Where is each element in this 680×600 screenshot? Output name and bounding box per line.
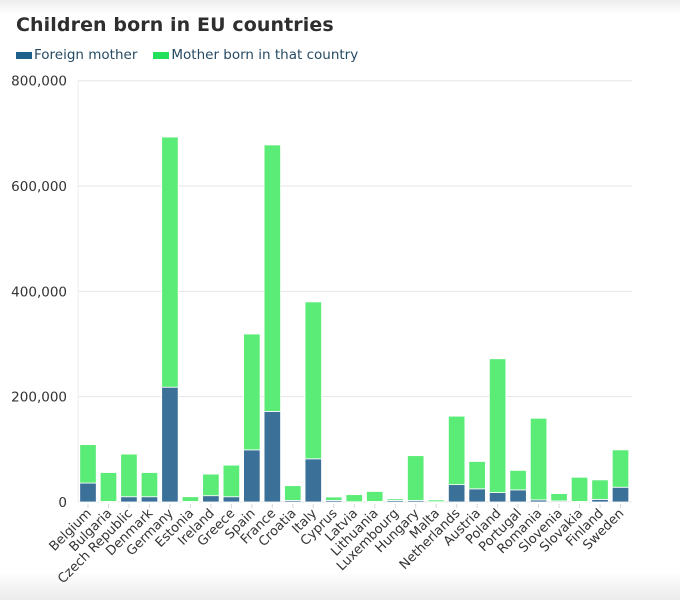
bar-foreign-mother[interactable] <box>202 495 220 503</box>
bar-mother-born-in-country[interactable] <box>448 415 466 486</box>
bar-mother-born-in-country[interactable] <box>284 485 302 501</box>
bar-mother-born-in-country[interactable] <box>509 470 527 491</box>
bar-foreign-mother[interactable] <box>243 449 261 503</box>
bar-mother-born-in-country[interactable] <box>591 479 609 500</box>
bar-mother-born-in-country[interactable] <box>304 301 322 460</box>
bar-mother-born-in-country[interactable] <box>386 498 404 501</box>
bar-mother-born-in-country[interactable] <box>120 453 138 498</box>
bar-mother-born-in-country[interactable] <box>611 449 630 488</box>
y-tick-label: 800,000 <box>11 74 67 90</box>
bottom-shade <box>0 572 680 600</box>
bar-mother-born-in-country[interactable] <box>366 491 384 502</box>
legend-label-foreign-mother: Foreign mother <box>34 47 138 63</box>
bars <box>79 136 630 503</box>
bar-mother-born-in-country[interactable] <box>488 358 507 493</box>
bar-mother-born-in-country[interactable] <box>407 455 425 501</box>
bar-foreign-mother[interactable] <box>222 496 241 503</box>
bar-mother-born-in-country[interactable] <box>222 464 241 498</box>
bar-mother-born-in-country[interactable] <box>79 444 97 484</box>
bar-foreign-mother[interactable] <box>304 458 322 503</box>
bar-mother-born-in-country[interactable] <box>345 494 363 503</box>
bar-mother-born-in-country[interactable] <box>263 144 281 412</box>
legend: Foreign mother Mother born in that count… <box>16 47 374 63</box>
bar-mother-born-in-country[interactable] <box>529 417 548 501</box>
bar-mother-born-in-country[interactable] <box>140 472 159 498</box>
chart-title: Children born in EU countries <box>16 14 334 36</box>
top-shade <box>0 0 680 14</box>
gridlines <box>77 80 632 503</box>
y-axis-ticks: 0 200,000 400,000 600,000 800,000 <box>11 74 67 511</box>
y-tick-label: 400,000 <box>11 284 67 300</box>
bar-mother-born-in-country[interactable] <box>202 473 220 497</box>
bar-foreign-mother[interactable] <box>488 492 507 503</box>
y-tick-label: 0 <box>58 495 67 511</box>
bar-mother-born-in-country[interactable] <box>550 493 568 502</box>
bar-foreign-mother[interactable] <box>509 489 527 503</box>
legend-label-mother-born-in-country: Mother born in that country <box>171 47 359 63</box>
y-tick-label: 200,000 <box>11 390 67 406</box>
bar-foreign-mother[interactable] <box>611 486 630 503</box>
y-tick-label: 600,000 <box>11 179 67 195</box>
bar-foreign-mother[interactable] <box>448 484 466 503</box>
bar-mother-born-in-country[interactable] <box>243 333 261 451</box>
bar-mother-born-in-country[interactable] <box>99 472 118 502</box>
bar-foreign-mother[interactable] <box>79 482 97 503</box>
legend-item-mother-born-in-country[interactable]: Mother born in that country <box>153 47 358 63</box>
bar-mother-born-in-country[interactable] <box>427 499 445 503</box>
bar-foreign-mother[interactable] <box>161 386 179 503</box>
bar-mother-born-in-country[interactable] <box>570 476 589 502</box>
bar-mother-born-in-country[interactable] <box>161 136 179 388</box>
bar-foreign-mother[interactable] <box>263 411 281 503</box>
bar-mother-born-in-country[interactable] <box>468 461 486 490</box>
bar-mother-born-in-country[interactable] <box>325 496 343 501</box>
bar-foreign-mother[interactable] <box>468 488 486 503</box>
bar-foreign-mother[interactable] <box>140 496 159 503</box>
legend-swatch-foreign-mother <box>16 51 32 59</box>
legend-swatch-mother-born-in-country <box>153 51 170 59</box>
bar-foreign-mother[interactable] <box>120 496 138 503</box>
bar-mother-born-in-country[interactable] <box>181 496 200 502</box>
legend-item-foreign-mother[interactable]: Foreign mother <box>16 47 137 63</box>
